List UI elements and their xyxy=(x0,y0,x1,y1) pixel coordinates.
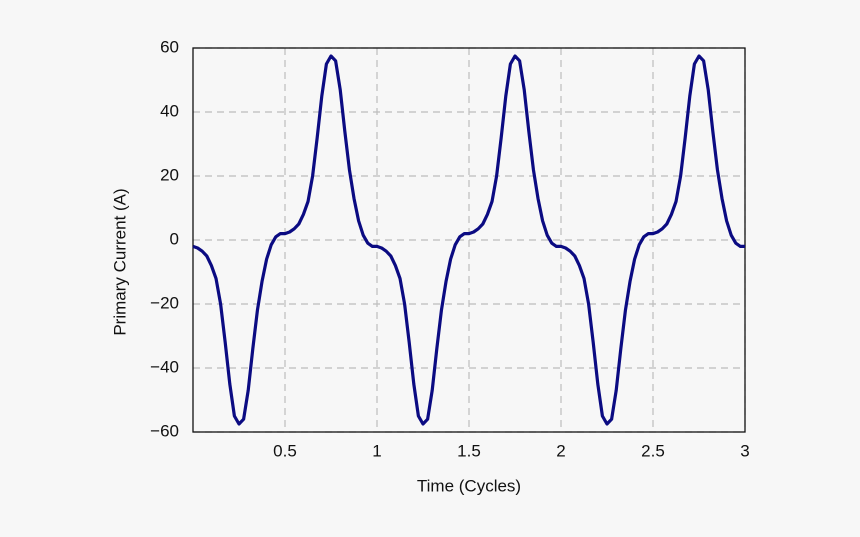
y-tick-label: −20 xyxy=(150,293,179,312)
x-tick-label: 3 xyxy=(740,441,749,460)
data-line xyxy=(192,54,745,426)
y-axis-label: Primary Current (A) xyxy=(110,188,129,335)
y-tick-label: 20 xyxy=(160,165,179,184)
y-tick-label: 60 xyxy=(160,37,179,56)
x-axis-label: Time (Cycles) xyxy=(417,476,521,495)
y-tick-label: −40 xyxy=(150,357,179,376)
y-tick-label: 40 xyxy=(160,101,179,120)
plot-frame xyxy=(192,47,746,433)
x-tick-label: 0.5 xyxy=(273,441,297,460)
x-tick-label: 2 xyxy=(556,441,565,460)
x-tick-label: 1 xyxy=(372,441,381,460)
x-tick-label: 2.5 xyxy=(641,441,665,460)
x-tick-label: 1.5 xyxy=(457,441,481,460)
y-tick-label: 0 xyxy=(170,229,179,248)
y-tick-label: −60 xyxy=(150,421,179,440)
